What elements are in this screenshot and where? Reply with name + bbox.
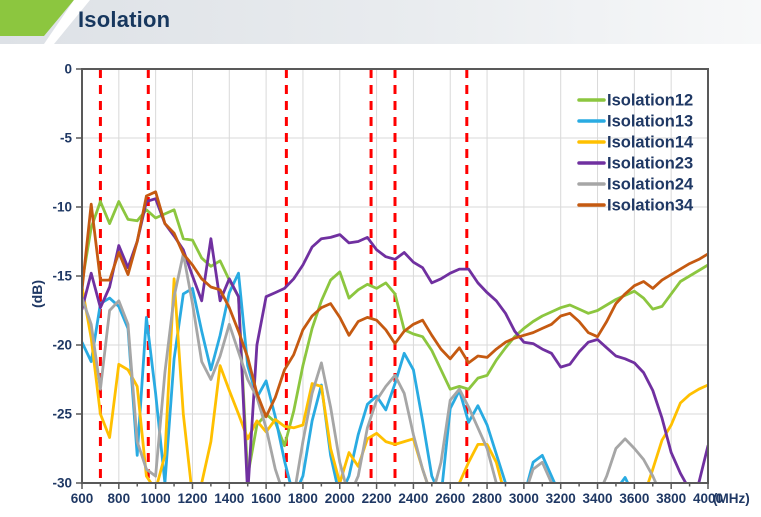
series-line-Isolation13 xyxy=(82,271,630,483)
isolation-chart: 600 800 1000 1200 1400 1600 1800 2000 2200 2400 26… xyxy=(0,44,761,512)
x-axis-unit-label: (MHz) xyxy=(713,491,750,506)
series-line-Isolation34 xyxy=(82,190,708,419)
x-tick-label: 2400 xyxy=(398,491,428,506)
y-tick-label: -10 xyxy=(52,200,72,215)
y-tick-label: -20 xyxy=(52,338,72,353)
page-title: Isolation xyxy=(78,7,171,32)
x-tick-label: 1600 xyxy=(251,491,281,506)
x-tick-label: 4000 xyxy=(693,491,723,506)
y-tick-label: -25 xyxy=(52,407,72,422)
x-tick-label: 2600 xyxy=(435,491,465,506)
legend-label-Isolation24: Isolation24 xyxy=(607,176,694,194)
x-tick-label: 2800 xyxy=(472,491,502,506)
legend-label-Isolation13: Isolation13 xyxy=(607,113,693,131)
series-line-Isolation12 xyxy=(82,200,708,478)
x-tick-label: 3200 xyxy=(546,491,576,506)
x-tick-label: 3600 xyxy=(619,491,649,506)
x-tick-label: 1800 xyxy=(288,491,318,506)
legend-label-Isolation23: Isolation23 xyxy=(607,155,693,173)
x-tick-label: 1200 xyxy=(177,491,207,506)
x-tick-label: 2200 xyxy=(362,491,392,506)
legend-label-Isolation34: Isolation34 xyxy=(607,197,694,215)
x-tick-label: 1000 xyxy=(141,491,171,506)
legend-label-Isolation14: Isolation14 xyxy=(607,134,694,152)
x-tick-label: 2000 xyxy=(325,491,355,506)
x-tick-label: 3400 xyxy=(583,491,613,506)
x-tick-label: 3000 xyxy=(509,491,539,506)
x-tick-label: 3800 xyxy=(656,491,686,506)
y-tick-label: -15 xyxy=(52,269,72,284)
isolation-chart-svg: 600 800 1000 1200 1400 1600 1800 2000 2200 2400 26… xyxy=(29,62,750,507)
y-tick-label: -30 xyxy=(52,476,72,491)
x-tick-label: 1400 xyxy=(214,491,244,506)
x-tick-label: 600 xyxy=(71,491,94,506)
x-tick-label: 800 xyxy=(108,491,131,506)
title-bar: Isolation xyxy=(0,0,761,44)
legend-label-Isolation12: Isolation12 xyxy=(607,92,693,110)
series-line-Isolation14 xyxy=(82,277,708,483)
y-tick-label: 0 xyxy=(64,62,72,77)
y-tick-label: -5 xyxy=(60,131,72,146)
y-axis-unit-label: (dB) xyxy=(29,280,45,308)
